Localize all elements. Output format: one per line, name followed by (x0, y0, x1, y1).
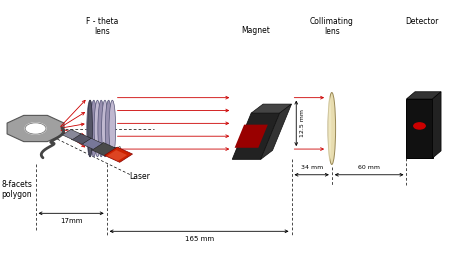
Polygon shape (407, 92, 441, 99)
Ellipse shape (328, 96, 331, 161)
Ellipse shape (91, 100, 97, 157)
Ellipse shape (98, 100, 104, 157)
Text: 12.5 mm: 12.5 mm (300, 109, 305, 137)
Polygon shape (82, 138, 102, 149)
Polygon shape (261, 104, 292, 159)
Polygon shape (7, 115, 64, 142)
Text: 17mm: 17mm (60, 218, 82, 224)
Text: F - theta
lens: F - theta lens (86, 17, 118, 36)
Circle shape (414, 123, 425, 129)
Ellipse shape (94, 100, 101, 157)
Ellipse shape (105, 100, 112, 157)
Polygon shape (235, 125, 268, 148)
Ellipse shape (87, 100, 93, 157)
Ellipse shape (109, 100, 116, 157)
Polygon shape (432, 92, 441, 158)
Polygon shape (407, 99, 432, 158)
Ellipse shape (101, 100, 108, 157)
Polygon shape (104, 147, 133, 162)
Polygon shape (71, 133, 91, 144)
Ellipse shape (328, 93, 336, 164)
Text: Laser: Laser (129, 172, 150, 181)
Text: 34 mm: 34 mm (301, 165, 323, 170)
Polygon shape (91, 142, 117, 156)
Polygon shape (107, 150, 127, 161)
Circle shape (25, 123, 46, 134)
Text: 8-facets
polygon: 8-facets polygon (1, 180, 32, 199)
Polygon shape (232, 113, 280, 159)
Polygon shape (63, 130, 81, 140)
Text: 35°: 35° (109, 147, 121, 153)
Text: 60 mm: 60 mm (358, 165, 380, 170)
Text: Detector: Detector (405, 17, 438, 26)
Text: Collimating
lens: Collimating lens (310, 17, 354, 36)
Ellipse shape (88, 100, 92, 157)
Text: 165 mm: 165 mm (184, 236, 214, 242)
Polygon shape (251, 104, 292, 113)
Text: Magnet: Magnet (242, 26, 270, 35)
